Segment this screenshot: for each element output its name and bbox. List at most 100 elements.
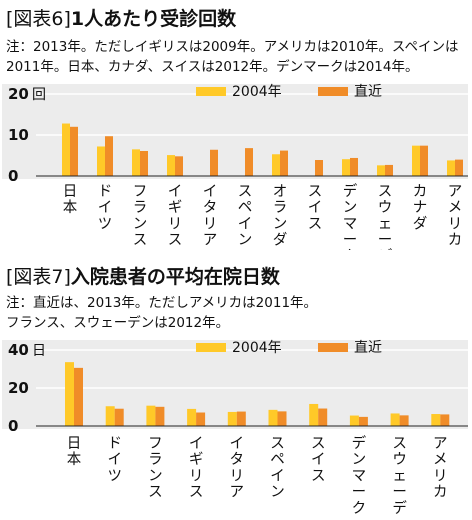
legend-swatch-2004 (196, 343, 226, 352)
figure-7-note-line-2: フランス、スウェーデンは2012年。 (6, 315, 230, 331)
category-label: デ (343, 182, 358, 200)
category-label: ス (168, 233, 183, 249)
bar-latest (385, 164, 393, 176)
y-unit-label: 回 (32, 87, 46, 103)
category-label: ス (270, 436, 285, 452)
category-label: 本 (63, 199, 78, 216)
category-label: イ (98, 200, 113, 216)
category-label: リ (189, 468, 204, 484)
bar-2004 (268, 409, 278, 426)
category-label: ェ (392, 468, 407, 484)
legend-swatch-2004 (196, 87, 226, 96)
category-label: ギ (189, 451, 204, 468)
category-label: ペ (270, 452, 285, 468)
bar-latest (318, 408, 328, 426)
category-label: ペ (238, 200, 253, 216)
bar-latest (70, 126, 78, 176)
category-label: ギ (168, 199, 183, 216)
category-label: ス (378, 184, 393, 200)
figure-7-title: [図表7]入院患者の平均在院日数 (6, 266, 280, 288)
bar-2004 (187, 408, 197, 426)
category-label: ー (343, 233, 358, 249)
category-label: イ (168, 184, 183, 200)
legend-swatch-latest (318, 343, 348, 352)
category-label: カ (433, 485, 448, 501)
bar-2004 (97, 146, 105, 176)
category-label: ン (133, 216, 148, 232)
category-label: ン (343, 200, 358, 216)
category-label: ン (238, 233, 253, 249)
bar-2004 (412, 145, 420, 176)
bar-2004 (65, 362, 74, 426)
category-label: ン (273, 216, 288, 232)
category-label: ス (392, 436, 407, 452)
category-label: リ (448, 216, 463, 232)
bar-2004 (272, 154, 280, 176)
plot-background (2, 84, 468, 179)
bar-2004 (390, 413, 400, 426)
category-label: デ (392, 499, 407, 516)
category-label: イ (189, 436, 204, 452)
bar-latest (175, 156, 183, 176)
category-label: カ (448, 233, 463, 249)
category-label: イ (107, 452, 122, 468)
bar-2004 (309, 403, 319, 426)
category-label: ダ (273, 232, 288, 249)
y-tick-label: 10 (8, 126, 29, 144)
figure-6-heading: 1人あたり受診回数 (70, 8, 237, 30)
bar-latest (280, 150, 288, 176)
category-label: マ (352, 468, 367, 484)
figure-6-note-line-1: 注：2013年。ただしイギリスは2009年。アメリカは2010年。スペインは (6, 39, 459, 55)
category-label: ウ (378, 199, 393, 216)
category-label: タ (230, 451, 245, 468)
category-label: イ (238, 216, 253, 232)
bar-2004 (62, 123, 70, 176)
y-tick-label: 20 (8, 379, 29, 397)
bar-latest (105, 136, 113, 176)
category-label: ウ (392, 451, 407, 468)
category-label: イ (270, 468, 285, 484)
category-label: 日 (63, 184, 78, 200)
legend-label: 2004年 (232, 84, 282, 100)
bar-2004 (431, 414, 441, 426)
category-label: ド (107, 436, 122, 452)
category-label: ツ (107, 468, 122, 484)
category-label: ー (392, 485, 407, 501)
bar-latest (155, 406, 165, 426)
bar-2004 (447, 160, 455, 176)
category-label: イ (308, 200, 323, 216)
bar-latest (114, 408, 124, 426)
bar-2004 (167, 155, 175, 176)
bar-latest (140, 150, 148, 176)
category-label: ー (352, 485, 367, 501)
category-label: メ (448, 200, 463, 216)
bar-2004 (132, 149, 140, 176)
y-unit-label: 日 (32, 343, 46, 359)
category-label: ェ (378, 216, 393, 232)
category-label: イ (230, 436, 245, 452)
category-label: ラ (148, 452, 163, 468)
figure-7-tag: [図表7] (6, 266, 71, 288)
category-label: ア (448, 184, 463, 200)
bar-2004 (342, 159, 350, 176)
category-label: 日 (67, 436, 82, 452)
bar-latest (196, 412, 206, 426)
bar-latest (277, 411, 287, 426)
category-label: ア (230, 485, 245, 501)
category-label: 本 (67, 451, 82, 468)
category-label: ス (311, 436, 326, 452)
legend-label: 2004年 (232, 340, 282, 356)
category-label: ー (378, 233, 393, 249)
category-label: ク (343, 248, 358, 250)
category-label: リ (168, 216, 183, 232)
bar-latest (455, 159, 463, 176)
category-label: ス (189, 485, 204, 501)
bar-latest (399, 415, 409, 426)
bar-latest (315, 160, 323, 176)
bar-latest (210, 149, 218, 176)
category-label: フ (148, 436, 163, 452)
category-label: ナ (413, 200, 428, 216)
category-label: ス (148, 485, 163, 501)
